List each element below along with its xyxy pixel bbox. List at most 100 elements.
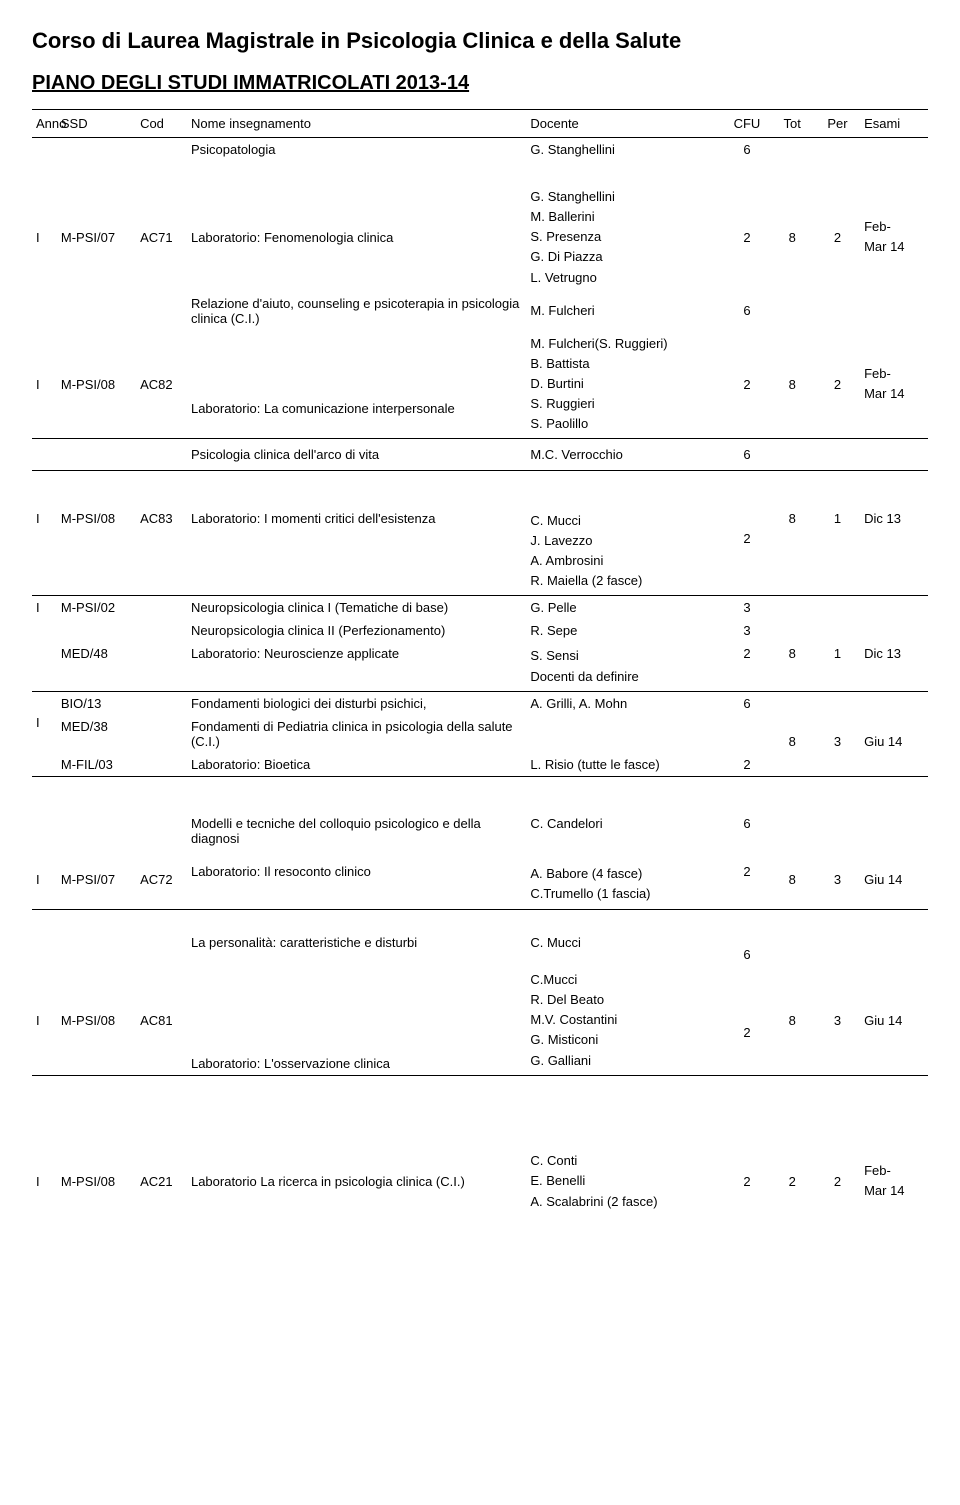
- tot: 8: [770, 507, 815, 596]
- lecturer: S. Sensi Docenti da definire: [526, 642, 724, 690]
- ssd: M-PSI/08: [57, 1147, 136, 1215]
- tot: 8: [770, 642, 815, 690]
- table-row: La personalità: caratteristiche e distur…: [32, 931, 928, 966]
- anno: I: [32, 966, 57, 1075]
- lecturer: L. Risio (tutte le fasce): [526, 753, 724, 776]
- col-tot: Tot: [770, 110, 815, 138]
- cfu: 6: [724, 292, 769, 330]
- cfu: 2: [724, 850, 769, 908]
- course-name: Laboratorio: Fenomenologia clinica: [187, 183, 526, 292]
- lecturer: C. Candelori: [526, 812, 724, 850]
- ssd: MED/38: [57, 715, 136, 753]
- cfu: 6: [724, 439, 769, 471]
- tot: 8: [770, 183, 815, 292]
- col-cod: Cod: [136, 110, 187, 138]
- course-name: Laboratorio: L'osservazione clinica: [187, 966, 526, 1075]
- ssd: M-PSI/08: [57, 966, 136, 1075]
- anno: I: [32, 691, 57, 753]
- table-row: I M-PSI/07 AC72 Laboratorio: Il resocont…: [32, 850, 928, 908]
- cod: AC82: [136, 330, 187, 439]
- col-esami: Esami: [860, 110, 928, 138]
- ssd: M-PSI/07: [57, 850, 136, 908]
- esami: Feb- Mar 14: [860, 1147, 928, 1215]
- table-row: I BIO/13 Fondamenti biologici dei distur…: [32, 691, 928, 715]
- col-ssd: SSD: [57, 110, 136, 138]
- cfu: 2: [724, 330, 769, 439]
- col-nome: Nome insegnamento: [187, 110, 526, 138]
- esami: Giu 14: [860, 850, 928, 908]
- col-per: Per: [815, 110, 860, 138]
- per: 2: [815, 1147, 860, 1215]
- course-name: Fondamenti di Pediatria clinica in psico…: [187, 715, 526, 753]
- lecturer: G. Pelle: [526, 596, 724, 620]
- cfu: 3: [724, 596, 769, 620]
- table-row: M-FIL/03 Laboratorio: Bioetica L. Risio …: [32, 753, 928, 776]
- course-name: Modelli e tecniche del colloquio psicolo…: [187, 812, 526, 850]
- lecturer: G. Stanghellini M. Ballerini S. Presenza…: [526, 183, 724, 292]
- esami: Dic 13: [860, 507, 928, 596]
- course-name: Laboratorio: Il resoconto clinico: [187, 850, 526, 908]
- course-name: Neuropsicologia clinica I (Tematiche di …: [187, 596, 526, 620]
- ssd: M-FIL/03: [57, 753, 136, 776]
- table-row: Psicologia clinica dell'arco di vita M.C…: [32, 439, 928, 471]
- cfu: 2: [724, 966, 769, 1075]
- course-name: Laboratorio: I momenti critici dell'esis…: [187, 507, 526, 596]
- cfu: 3: [724, 619, 769, 642]
- course-name: Psicopatologia: [187, 138, 526, 162]
- anno: I: [32, 183, 57, 292]
- lecturer: C. Conti E. Benelli A. Scalabrini (2 fas…: [526, 1147, 724, 1215]
- lecturer: M. Fulcheri: [526, 292, 724, 330]
- lecturer: R. Sepe: [526, 619, 724, 642]
- cod: AC21: [136, 1147, 187, 1215]
- ssd: M-PSI/08: [57, 507, 136, 596]
- tot: 8: [770, 850, 815, 908]
- anno: I: [32, 1147, 57, 1215]
- anno: I: [32, 507, 57, 596]
- cfu: 6: [724, 812, 769, 850]
- per: 2: [815, 330, 860, 439]
- tot: 2: [770, 1147, 815, 1215]
- course-name: Relazione d'aiuto, counseling e psicoter…: [187, 292, 526, 330]
- page-subtitle: PIANO DEGLI STUDI IMMATRICOLATI 2013-14: [32, 72, 928, 95]
- lecturer: C.Mucci R. Del Beato M.V. Costantini G. …: [526, 966, 724, 1075]
- lecturer: A. Grilli, A. Mohn: [526, 691, 724, 715]
- anno: I: [32, 596, 57, 620]
- per: 3: [815, 715, 860, 753]
- course-name: Neuropsicologia clinica II (Perfezioname…: [187, 619, 526, 642]
- lecturer: C. Mucci: [526, 931, 724, 966]
- lecturer: M.C. Verrocchio: [526, 439, 724, 471]
- esami: Feb- Mar 14: [860, 330, 928, 439]
- ssd: MED/48: [57, 642, 136, 690]
- tot: 8: [770, 966, 815, 1075]
- course-name: Laboratorio: La comunicazione interperso…: [187, 330, 526, 439]
- per: 3: [815, 966, 860, 1075]
- tot: 8: [770, 330, 815, 439]
- table-row: Modelli e tecniche del colloquio psicolo…: [32, 812, 928, 850]
- anno: I: [32, 330, 57, 439]
- cod: AC81: [136, 966, 187, 1075]
- course-name: Laboratorio La ricerca in psicologia cli…: [187, 1147, 526, 1215]
- table-row: Neuropsicologia clinica II (Perfezioname…: [32, 619, 928, 642]
- course-name: Laboratorio: Neuroscienze applicate: [187, 642, 526, 690]
- table-row: I M-PSI/08 AC81 Laboratorio: L'osservazi…: [32, 966, 928, 1075]
- per: 1: [815, 642, 860, 690]
- table-row: I M-PSI/08 AC82 Laboratorio: La comunica…: [32, 330, 928, 439]
- table-row: MED/38 Fondamenti di Pediatria clinica i…: [32, 715, 928, 753]
- cfu: 6: [724, 138, 769, 162]
- course-name: La personalità: caratteristiche e distur…: [187, 931, 526, 966]
- cfu: 2: [724, 1147, 769, 1215]
- ssd: M-PSI/07: [57, 183, 136, 292]
- cfu: 2: [724, 183, 769, 292]
- lecturer: A. Babore (4 fasce) C.Trumello (1 fascia…: [526, 850, 724, 908]
- cod: AC83: [136, 507, 187, 596]
- tot: 8: [770, 715, 815, 753]
- esami: Feb- Mar 14: [860, 183, 928, 292]
- cfu: 2: [724, 642, 769, 690]
- table-row: I M-PSI/07 AC71 Laboratorio: Fenomenolog…: [32, 183, 928, 292]
- cfu: 2: [724, 507, 769, 596]
- per: 3: [815, 850, 860, 908]
- col-anno: Anno: [32, 110, 57, 138]
- ssd: BIO/13: [57, 691, 136, 715]
- col-cfu: CFU: [724, 110, 769, 138]
- cfu: 6: [724, 931, 769, 966]
